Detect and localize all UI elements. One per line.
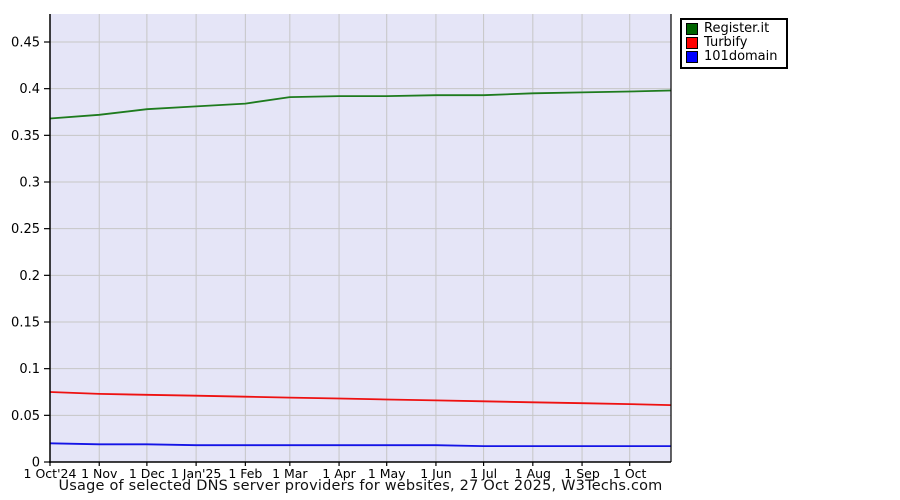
chart-title: Usage of selected DNS server providers f… [58,478,663,494]
legend-label: Register.it [704,21,770,36]
y-tick-label: 0.05 [11,409,40,424]
x-tick-label: 1 Nov [81,466,118,481]
y-tick-label: 0.2 [19,269,40,284]
y-tick-label: 0 [32,456,40,471]
x-tick-label: 1 Apr [322,466,356,481]
y-tick-label: 0.4 [19,82,40,97]
series-line-register-it [49,89,672,120]
y-tick-label: 0.15 [11,316,40,331]
legend-label: 101domain [704,49,778,64]
y-tick-label: 0.3 [19,176,40,191]
x-tick-label: 1 Sep [564,466,600,481]
x-tick-label: 1 Oct [613,466,647,481]
x-tick-label: 1 Oct'24 [24,466,77,481]
legend-item: 101domain [686,50,778,64]
legend-swatch-turbify [686,37,698,49]
y-tick-label: 0.25 [11,222,40,237]
x-tick-label: 1 Feb [228,466,262,481]
legend-label: Turbify [704,35,748,50]
series-line-turbify [49,391,672,406]
x-tick-label: 1 Mar [272,466,308,481]
legend-item: Register.it [686,22,778,36]
legend-swatch-register-it [686,23,698,35]
legend-item: Turbify [686,36,778,50]
x-tick-label: 1 May [368,466,406,481]
y-tick-label: 0.35 [11,129,40,144]
series-line-101domain [49,442,671,448]
legend-swatch-101domain [686,51,698,63]
x-tick-label: 1 Jul [470,466,497,481]
x-tick-label: 1 Aug [515,466,551,481]
x-tick-label: 1 Jan'25 [171,466,222,481]
x-tick-label: 1 Dec [129,466,165,481]
y-tick-label: 0.45 [11,36,40,51]
x-tick-label: 1 Jun [420,466,451,481]
legend: Register.it Turbify 101domain [680,18,788,69]
y-tick-label: 0.1 [19,362,40,377]
